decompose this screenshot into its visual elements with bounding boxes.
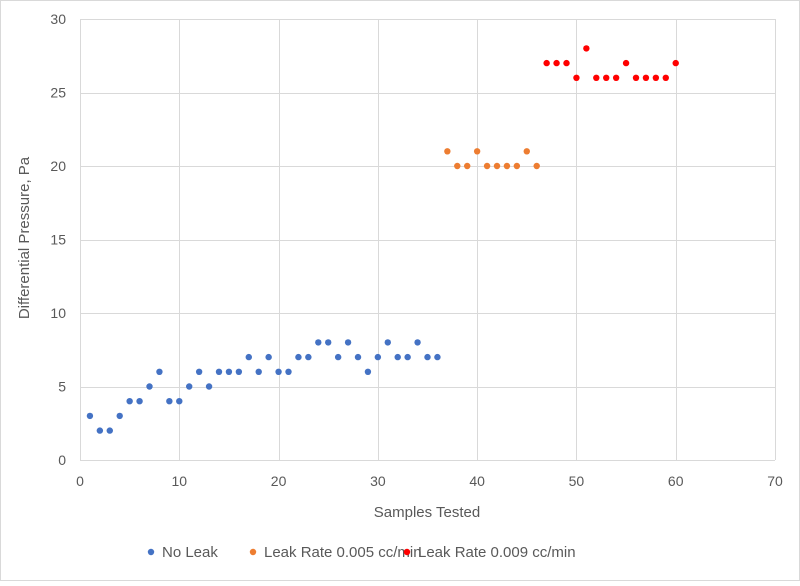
data-point — [493, 162, 501, 170]
data-point — [523, 148, 530, 155]
data-point — [473, 148, 481, 155]
data-point — [622, 59, 630, 67]
legend-marker — [403, 548, 411, 556]
x-tick-label: 40 — [469, 473, 485, 489]
legend-item: Leak Rate 0.005 cc/min — [249, 544, 422, 561]
data-point — [275, 368, 282, 375]
grid-layer — [80, 19, 776, 461]
x-tick-label: 10 — [171, 473, 187, 489]
x-tick-label: 60 — [668, 473, 684, 489]
data-point — [295, 353, 302, 361]
y-tick-label: 15 — [50, 232, 66, 248]
data-point — [454, 162, 461, 170]
y-tick-labels: 0 5 10 15 20 25 30 — [50, 11, 66, 468]
data-point — [205, 383, 213, 390]
data-point — [136, 398, 143, 405]
data-point — [285, 368, 292, 375]
y-tick-label: 5 — [58, 379, 66, 395]
data-point — [374, 353, 382, 361]
data-point — [394, 353, 401, 361]
data-point — [612, 74, 620, 82]
data-point — [176, 398, 183, 405]
data-point — [195, 368, 203, 375]
legend-label: No Leak — [162, 544, 218, 561]
data-point — [563, 59, 570, 67]
data-point — [156, 368, 163, 375]
data-point — [503, 162, 511, 170]
legend-label: Leak Rate 0.005 cc/min — [264, 544, 422, 561]
data-point — [86, 412, 94, 420]
data-point — [305, 353, 312, 361]
legend-item: Leak Rate 0.009 cc/min — [403, 544, 576, 561]
data-point — [672, 59, 679, 67]
data-points — [86, 45, 679, 434]
data-point — [344, 339, 352, 346]
data-point — [96, 427, 104, 434]
x-tick-label: 30 — [370, 473, 386, 489]
x-tick-labels: 0 10 20 30 40 50 60 70 — [76, 473, 783, 489]
data-point — [642, 74, 650, 82]
data-point — [116, 412, 123, 420]
data-point — [553, 59, 560, 67]
data-point — [513, 162, 521, 170]
data-point — [334, 353, 342, 361]
data-point — [652, 74, 660, 82]
data-point — [245, 353, 252, 361]
data-point — [106, 427, 113, 434]
data-point — [166, 398, 173, 405]
legend-label: Leak Rate 0.009 cc/min — [418, 544, 576, 561]
y-axis-title: Differential Pressure, Pa — [16, 156, 33, 319]
series-2 — [444, 148, 540, 170]
data-point — [354, 353, 362, 361]
x-axis-title: Samples Tested — [374, 504, 480, 521]
data-point — [414, 339, 421, 346]
legend-item: No Leak — [147, 544, 218, 561]
data-point — [364, 368, 372, 375]
data-point — [186, 383, 193, 390]
data-point — [464, 162, 471, 170]
x-tick-label: 0 — [76, 473, 84, 489]
data-point — [483, 162, 491, 170]
data-point — [543, 59, 550, 67]
data-point — [444, 148, 451, 155]
data-point — [662, 74, 669, 82]
data-point — [265, 353, 272, 361]
data-point — [632, 74, 640, 82]
data-point — [583, 45, 590, 52]
data-point — [593, 74, 600, 82]
x-tick-label: 70 — [767, 473, 783, 489]
y-tick-label: 30 — [50, 11, 66, 27]
y-tick-label: 10 — [50, 305, 66, 321]
data-point — [384, 339, 391, 346]
y-tick-label: 0 — [58, 452, 66, 468]
data-point — [434, 353, 441, 361]
legend-marker — [249, 548, 257, 556]
data-point — [424, 353, 431, 361]
x-tick-label: 20 — [271, 473, 287, 489]
data-point — [235, 368, 243, 375]
data-point — [533, 162, 540, 170]
data-point — [146, 383, 153, 390]
y-tick-label: 20 — [50, 158, 66, 174]
data-point — [404, 353, 411, 361]
data-point — [325, 339, 332, 346]
data-point — [315, 339, 322, 346]
series-3 — [543, 45, 679, 82]
y-tick-label: 25 — [50, 85, 66, 101]
data-point — [215, 368, 223, 375]
data-point — [603, 74, 610, 82]
series-1 — [86, 339, 441, 434]
data-point — [255, 368, 262, 375]
data-point — [126, 398, 133, 405]
data-point — [225, 368, 233, 375]
data-point — [573, 74, 580, 82]
legend-marker — [147, 548, 155, 556]
x-tick-label: 50 — [569, 473, 585, 489]
